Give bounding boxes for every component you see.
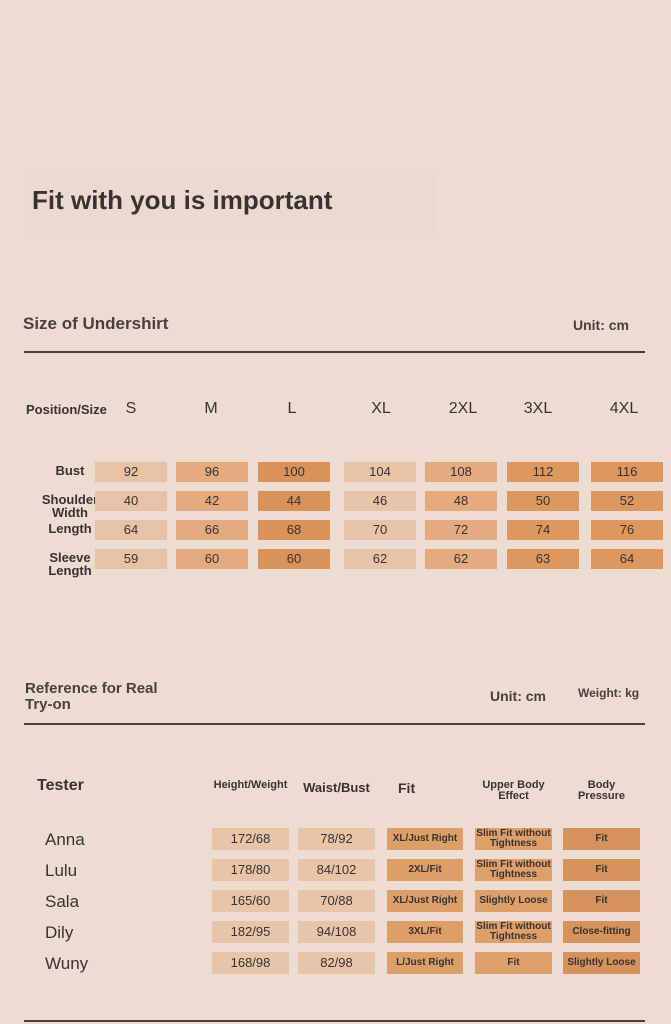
divider <box>24 351 645 353</box>
size-cell: 50 <box>507 491 579 511</box>
try-on-cell: 84/102 <box>298 859 375 881</box>
size-cell: 60 <box>176 549 248 569</box>
row-label: Sleeve Length <box>48 550 92 578</box>
size-cell: 116 <box>591 462 663 482</box>
size-cell: 66 <box>176 520 248 540</box>
try-on-cell: Fit <box>563 828 640 850</box>
row-label: Shoulder Width <box>41 492 99 520</box>
corner-label: Position/Size <box>26 402 107 417</box>
column-header: Fit <box>398 780 416 796</box>
tester-name: Dily <box>45 923 74 942</box>
size-cell: 70 <box>344 520 416 540</box>
try-on-cell: Fit <box>475 952 552 974</box>
column-header: Waist/Bust <box>303 780 370 795</box>
section-heading: Size of Undershirt <box>23 314 169 333</box>
size-header: 4XL <box>609 400 639 417</box>
size-header: 2XL <box>448 400 478 417</box>
try-on-cell: 78/92 <box>298 828 375 850</box>
size-cell: 76 <box>591 520 663 540</box>
size-header: S <box>125 400 137 417</box>
tester-name: Anna <box>45 830 85 849</box>
try-on-cell: 70/88 <box>298 890 375 912</box>
size-cell: 100 <box>258 462 330 482</box>
divider <box>24 723 645 725</box>
size-cell: 52 <box>591 491 663 511</box>
size-cell: 96 <box>176 462 248 482</box>
try-on-cell: 182/95 <box>212 921 289 943</box>
size-cell: 104 <box>344 462 416 482</box>
unit-label: Unit: cm <box>573 317 629 333</box>
size-cell: 59 <box>95 549 167 569</box>
try-on-cell: Slim Fit without Tightness <box>475 921 552 943</box>
size-cell: 48 <box>425 491 497 511</box>
row-label: Length <box>48 521 92 536</box>
size-cell: 64 <box>591 549 663 569</box>
try-on-cell: 172/68 <box>212 828 289 850</box>
size-header: 3XL <box>523 400 553 417</box>
column-header: Upper Body Effect <box>482 779 545 802</box>
tester-name: Wuny <box>45 954 89 973</box>
divider <box>24 1020 645 1022</box>
tester-name: Lulu <box>45 861 78 880</box>
try-on-cell: Close-fitting <box>563 921 640 943</box>
size-cell: 62 <box>425 549 497 569</box>
size-cell: 72 <box>425 520 497 540</box>
try-on-cell: 82/98 <box>298 952 375 974</box>
try-on-cell: Slim Fit without Tightness <box>475 828 552 850</box>
size-cell: 112 <box>507 462 579 482</box>
try-on-cell: 94/108 <box>298 921 375 943</box>
size-cell: 40 <box>95 491 167 511</box>
try-on-cell: 165/60 <box>212 890 289 912</box>
try-on-cell: Slightly Loose <box>475 890 552 912</box>
size-header: XL <box>371 400 391 417</box>
try-on-cell: 178/80 <box>212 859 289 881</box>
size-cell: 64 <box>95 520 167 540</box>
try-on-cell: L/Just Right <box>387 952 463 974</box>
size-cell: 68 <box>258 520 330 540</box>
try-on-cell: Slim Fit without Tightness <box>475 859 552 881</box>
size-header: M <box>204 400 218 417</box>
size-cell: 42 <box>176 491 248 511</box>
size-cell: 46 <box>344 491 416 511</box>
column-header: Height/Weight <box>213 779 288 791</box>
try-on-cell: XL/Just Right <box>387 828 463 850</box>
section-heading: Reference for Real Try-on <box>25 680 158 713</box>
size-cell: 74 <box>507 520 579 540</box>
try-on-cell: 2XL/Fit <box>387 859 463 881</box>
try-on-cell: Slightly Loose <box>563 952 640 974</box>
size-cell: 60 <box>258 549 330 569</box>
unit-label: Unit: cm <box>490 688 546 704</box>
size-cell: 108 <box>425 462 497 482</box>
try-on-cell: XL/Just Right <box>387 890 463 912</box>
try-on-cell: 3XL/Fit <box>387 921 463 943</box>
column-header: Tester <box>37 777 84 794</box>
tester-name: Sala <box>45 892 80 911</box>
size-header: L <box>287 400 297 417</box>
try-on-cell: Fit <box>563 890 640 912</box>
unit-label: Weight: kg <box>578 686 640 700</box>
try-on-cell: 168/98 <box>212 952 289 974</box>
size-cell: 62 <box>344 549 416 569</box>
size-cell: 92 <box>95 462 167 482</box>
size-cell: 44 <box>258 491 330 511</box>
row-label: Bust <box>55 463 85 478</box>
size-cell: 63 <box>507 549 579 569</box>
page-title: Fit with you is important <box>24 170 436 238</box>
column-header: Body Pressure <box>577 779 626 802</box>
try-on-cell: Fit <box>563 859 640 881</box>
